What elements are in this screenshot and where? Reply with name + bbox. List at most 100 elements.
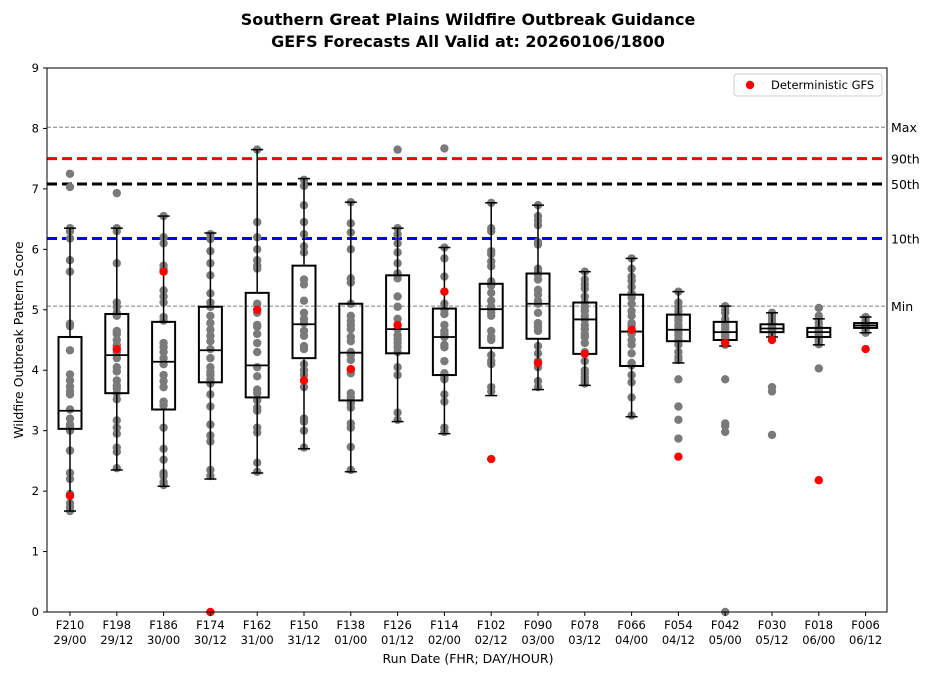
iqr-box <box>431 307 457 377</box>
gfs-point-f150 <box>299 376 309 385</box>
reference-label-10th: 10th <box>891 231 920 246</box>
member-point <box>674 415 683 424</box>
x-tick-label-fhr: F018 <box>805 618 834 632</box>
box-f174 <box>197 232 223 480</box>
x-tick-label-fhr: F114 <box>430 618 459 632</box>
box-f102 <box>478 202 504 397</box>
member-point <box>533 326 543 336</box>
box-f090 <box>525 204 551 391</box>
y-tick-label: 7 <box>32 182 39 196</box>
x-tick-label-fhr: F090 <box>524 618 553 632</box>
x-tick-label-fhr: F210 <box>56 618 85 632</box>
iqr-box <box>665 313 691 343</box>
member-point <box>533 275 543 284</box>
x-tick-label-fhr: F078 <box>571 618 600 632</box>
member-point <box>440 320 449 330</box>
box-f138 <box>338 201 364 473</box>
iqr-box <box>291 264 317 360</box>
x-tick-label-fhr: F066 <box>617 618 646 632</box>
member-point <box>253 299 262 308</box>
member-point <box>299 280 309 289</box>
member-point <box>721 375 730 384</box>
member-point <box>393 145 402 154</box>
iqr-box <box>151 320 177 411</box>
member-point <box>627 299 636 308</box>
x-tick-label-fhr: F054 <box>664 618 693 632</box>
member-point <box>65 376 75 385</box>
gfs-point-f198 <box>112 344 122 354</box>
gfs-point-f078 <box>580 349 589 359</box>
member-point <box>112 367 122 376</box>
x-tick-label-fhr: F030 <box>758 618 787 632</box>
x-tick-label-fhr: F186 <box>149 618 178 632</box>
member-point <box>533 290 543 299</box>
member-point <box>440 343 449 352</box>
reference-label-90th: 90th <box>891 152 920 167</box>
member-point <box>65 346 75 355</box>
x-tick-label-run: 06/12 <box>849 633 882 647</box>
member-point <box>299 344 309 354</box>
box-f018 <box>806 318 832 346</box>
member-point <box>814 303 823 313</box>
member-point <box>487 288 496 298</box>
member-point <box>393 314 402 324</box>
gfs-point-f042 <box>721 338 730 348</box>
member-point <box>159 401 168 410</box>
x-tick-label-run: 06/00 <box>802 633 835 647</box>
x-tick-label-fhr: F102 <box>477 618 506 632</box>
x-tick-label-run: 29/12 <box>100 633 133 647</box>
member-point <box>299 296 309 305</box>
chart-title-line2: GEFS Forecasts All Valid at: 20260106/18… <box>271 32 665 51</box>
member-point <box>112 353 122 363</box>
member-point <box>65 414 75 423</box>
member-point <box>627 349 636 358</box>
y-tick-label: 5 <box>32 303 39 317</box>
y-tick-label: 4 <box>32 363 39 377</box>
member-point <box>440 356 449 366</box>
x-tick-label-run: 03/12 <box>568 633 601 647</box>
legend-box <box>733 73 883 97</box>
y-tick-label: 3 <box>32 424 39 438</box>
member-point <box>206 353 215 363</box>
gfs-point-f114 <box>440 287 449 296</box>
iqr-box <box>244 291 270 399</box>
member-point <box>65 370 75 379</box>
member-point <box>159 347 168 357</box>
member-point <box>627 311 636 321</box>
plot-frame <box>46 67 888 613</box>
reference-label-max: Max <box>891 120 917 135</box>
x-tick-label-run: 02/00 <box>428 633 461 647</box>
box-f198 <box>104 227 130 471</box>
x-tick-label-run: 04/12 <box>662 633 695 647</box>
member-point <box>206 311 215 321</box>
box-f030 <box>759 312 785 338</box>
member-point <box>206 344 215 354</box>
member-point <box>253 372 262 381</box>
member-point <box>487 311 496 321</box>
iqr-box <box>385 274 411 355</box>
member-point <box>814 364 823 373</box>
box-f150 <box>291 177 317 450</box>
x-tick-label-run: 30/12 <box>194 633 227 647</box>
member-point <box>674 375 683 384</box>
legend-label: Deterministic GFS <box>771 78 874 92</box>
member-point <box>346 355 355 365</box>
chart-title-line1: Southern Great Plains Wildfire Outbreak … <box>241 10 696 29</box>
plot-background <box>47 68 887 612</box>
box-f114 <box>431 246 457 435</box>
member-point <box>487 326 496 336</box>
gfs-point-f102 <box>487 454 496 464</box>
x-tick-label-run: 03/00 <box>521 633 554 647</box>
member-point <box>393 302 402 311</box>
member-point <box>487 335 496 345</box>
member-point <box>65 169 75 178</box>
member-point <box>580 332 589 342</box>
box-f162 <box>244 148 270 474</box>
member-point <box>440 144 449 153</box>
member-point <box>253 322 262 331</box>
iqr-box <box>619 293 645 367</box>
iqr-box <box>57 335 83 430</box>
x-axis-label: Run Date (FHR; DAY/HOUR) <box>383 651 554 666</box>
member-point <box>299 308 309 317</box>
